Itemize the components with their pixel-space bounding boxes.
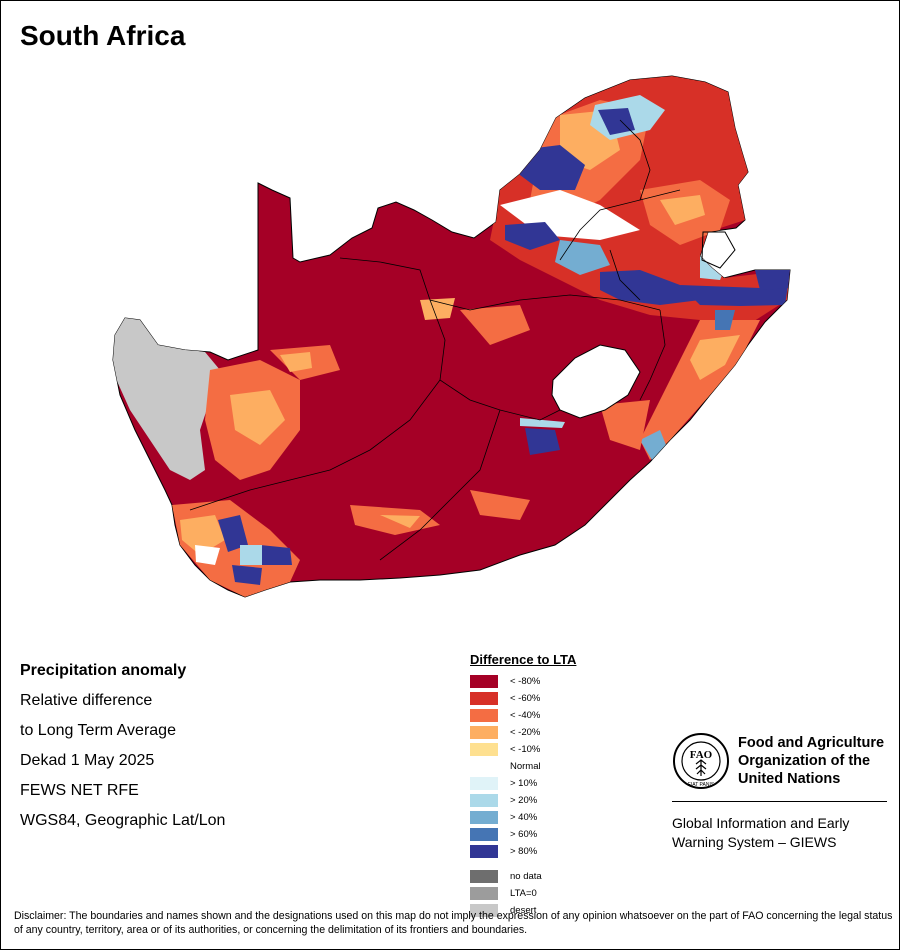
- legend-entry-swatch: [470, 726, 498, 739]
- info-line-2: to Long Term Average: [20, 722, 176, 739]
- legend-entry-swatch: [470, 675, 498, 688]
- province-boundaries: [189, 119, 681, 561]
- info-line-5: WGS84, Geographic Lat/Lon: [20, 812, 226, 829]
- central-wet-ring: [520, 418, 565, 428]
- south-orange-2: [470, 490, 530, 520]
- legend-entry-item: > 10%: [470, 775, 670, 792]
- legend-entry-item: < -20%: [470, 724, 670, 741]
- cape-white-band: [195, 545, 220, 565]
- cape-wet-core-3: [232, 565, 262, 585]
- north-light-patch: [280, 352, 312, 372]
- legend-entry-item: < -60%: [470, 690, 670, 707]
- wet-core-5: [680, 285, 788, 306]
- cape-wet-core-1: [218, 515, 248, 552]
- cape-wet-band: [240, 545, 262, 565]
- legend-entry-swatch: [470, 743, 498, 756]
- legend-special-label: LTA=0: [510, 888, 537, 899]
- central-orange-2: [600, 400, 650, 450]
- legend-entry-swatch: [470, 828, 498, 841]
- legend-entry-label: > 20%: [510, 795, 538, 806]
- legend-special-label: desert: [510, 905, 537, 916]
- legend-entry-item: < -80%: [470, 673, 670, 690]
- info-line-3: Dekad 1 May 2025: [20, 752, 155, 769]
- legend-entry-label: < -20%: [510, 727, 541, 738]
- legend-entry-item: > 20%: [470, 792, 670, 809]
- wet-core-1: [520, 145, 585, 190]
- legend-entry-item: Normal: [470, 758, 670, 775]
- legend-entry-label: < -40%: [510, 710, 541, 721]
- fao-logo-icon: FAO FIAT PANIS: [673, 733, 729, 789]
- central-orange-1: [460, 305, 530, 345]
- desert-area-west: [113, 315, 220, 480]
- map-info: Precipitation anomaly Relative differenc…: [20, 656, 225, 836]
- legend-special-item: desert: [470, 902, 670, 919]
- lesotho: [551, 344, 641, 419]
- info-line-1: Relative difference: [20, 692, 153, 709]
- org-name-line-3: United Nations: [738, 771, 841, 787]
- map-title: South Africa: [20, 20, 186, 51]
- legend-entry-swatch: [470, 777, 498, 790]
- legend-special-swatch: [470, 904, 498, 917]
- wet-core-6: [755, 270, 790, 290]
- legend-entry-swatch: [470, 794, 498, 807]
- wet-core-2: [598, 108, 635, 135]
- legend-special-item: no data: [470, 868, 670, 885]
- legend-entry-item: > 80%: [470, 843, 670, 860]
- east-coast-light: [690, 335, 740, 380]
- legend-entry-swatch: [470, 709, 498, 722]
- ne-light-2: [660, 195, 705, 225]
- fao-logo-motto: FIAT PANIS: [688, 782, 715, 788]
- wet-core-3: [505, 222, 560, 250]
- legend-entry-label: > 40%: [510, 812, 538, 823]
- legend-entry-swatch: [470, 811, 498, 824]
- legend-special-swatch: [470, 870, 498, 883]
- south-light-1: [380, 515, 420, 528]
- divider: [672, 801, 887, 802]
- legend-entry-label: < -10%: [510, 744, 541, 755]
- system-name: Global Information and Early Warning Sys…: [672, 814, 892, 852]
- system-line-1: Global Information and Early: [672, 815, 850, 831]
- legend-entry-label: < -80%: [510, 676, 541, 687]
- info-heading: Precipitation anomaly: [20, 662, 187, 679]
- legend-title: Difference to LTA: [470, 652, 577, 667]
- legend-special-item: LTA=0: [470, 885, 670, 902]
- west-light-area: [230, 390, 285, 445]
- info-line-4: FEWS NET RFE: [20, 782, 139, 799]
- system-line-2: Warning System – GIEWS: [672, 834, 837, 850]
- eswatini: [701, 231, 736, 269]
- legend-entry-label: > 80%: [510, 846, 538, 857]
- legend-entry-item: < -40%: [470, 707, 670, 724]
- legend-special-label: no data: [510, 871, 542, 882]
- cape-wet-core-2: [260, 545, 292, 565]
- east-coast-blue: [715, 310, 735, 330]
- wet-band-3: [555, 240, 610, 275]
- legend-entry-item: > 40%: [470, 809, 670, 826]
- org-name: Food and Agriculture Organization of the…: [738, 734, 898, 788]
- org-name-line-2: Organization of the: [738, 753, 871, 769]
- legend-entries: < -80% < -60% < -40% < -20% < -10% Normal > 10…: [470, 673, 670, 860]
- wet-core-4: [600, 270, 700, 305]
- anomaly-map: [112, 75, 791, 598]
- legend-entry-swatch: [470, 845, 498, 858]
- legend-entry-label: Normal: [510, 761, 541, 772]
- fao-logo-text: FAO: [690, 749, 713, 761]
- anomaly-raster: [113, 76, 790, 597]
- legend-special-swatch: [470, 887, 498, 900]
- legend-entry-label: > 10%: [510, 778, 538, 789]
- legend-entry-swatch: [470, 692, 498, 705]
- legend-entry-item: > 60%: [470, 826, 670, 843]
- legend-entry-label: > 60%: [510, 829, 538, 840]
- cape-light-area: [180, 515, 225, 555]
- legend-entry-swatch: [470, 760, 498, 773]
- legend-special: no data LTA=0 desert: [470, 868, 670, 919]
- legend-entry-label: < -60%: [510, 693, 541, 704]
- central-wet-spot: [525, 428, 560, 455]
- org-name-line-1: Food and Agriculture: [738, 735, 885, 751]
- legend: Difference to LTA < -80% < -60% < -40% < -2…: [470, 652, 670, 919]
- central-light-1: [420, 298, 455, 320]
- disclaimer: Disclaimer: The boundaries and names sho…: [14, 910, 893, 936]
- legend-entry-item: < -10%: [470, 741, 670, 758]
